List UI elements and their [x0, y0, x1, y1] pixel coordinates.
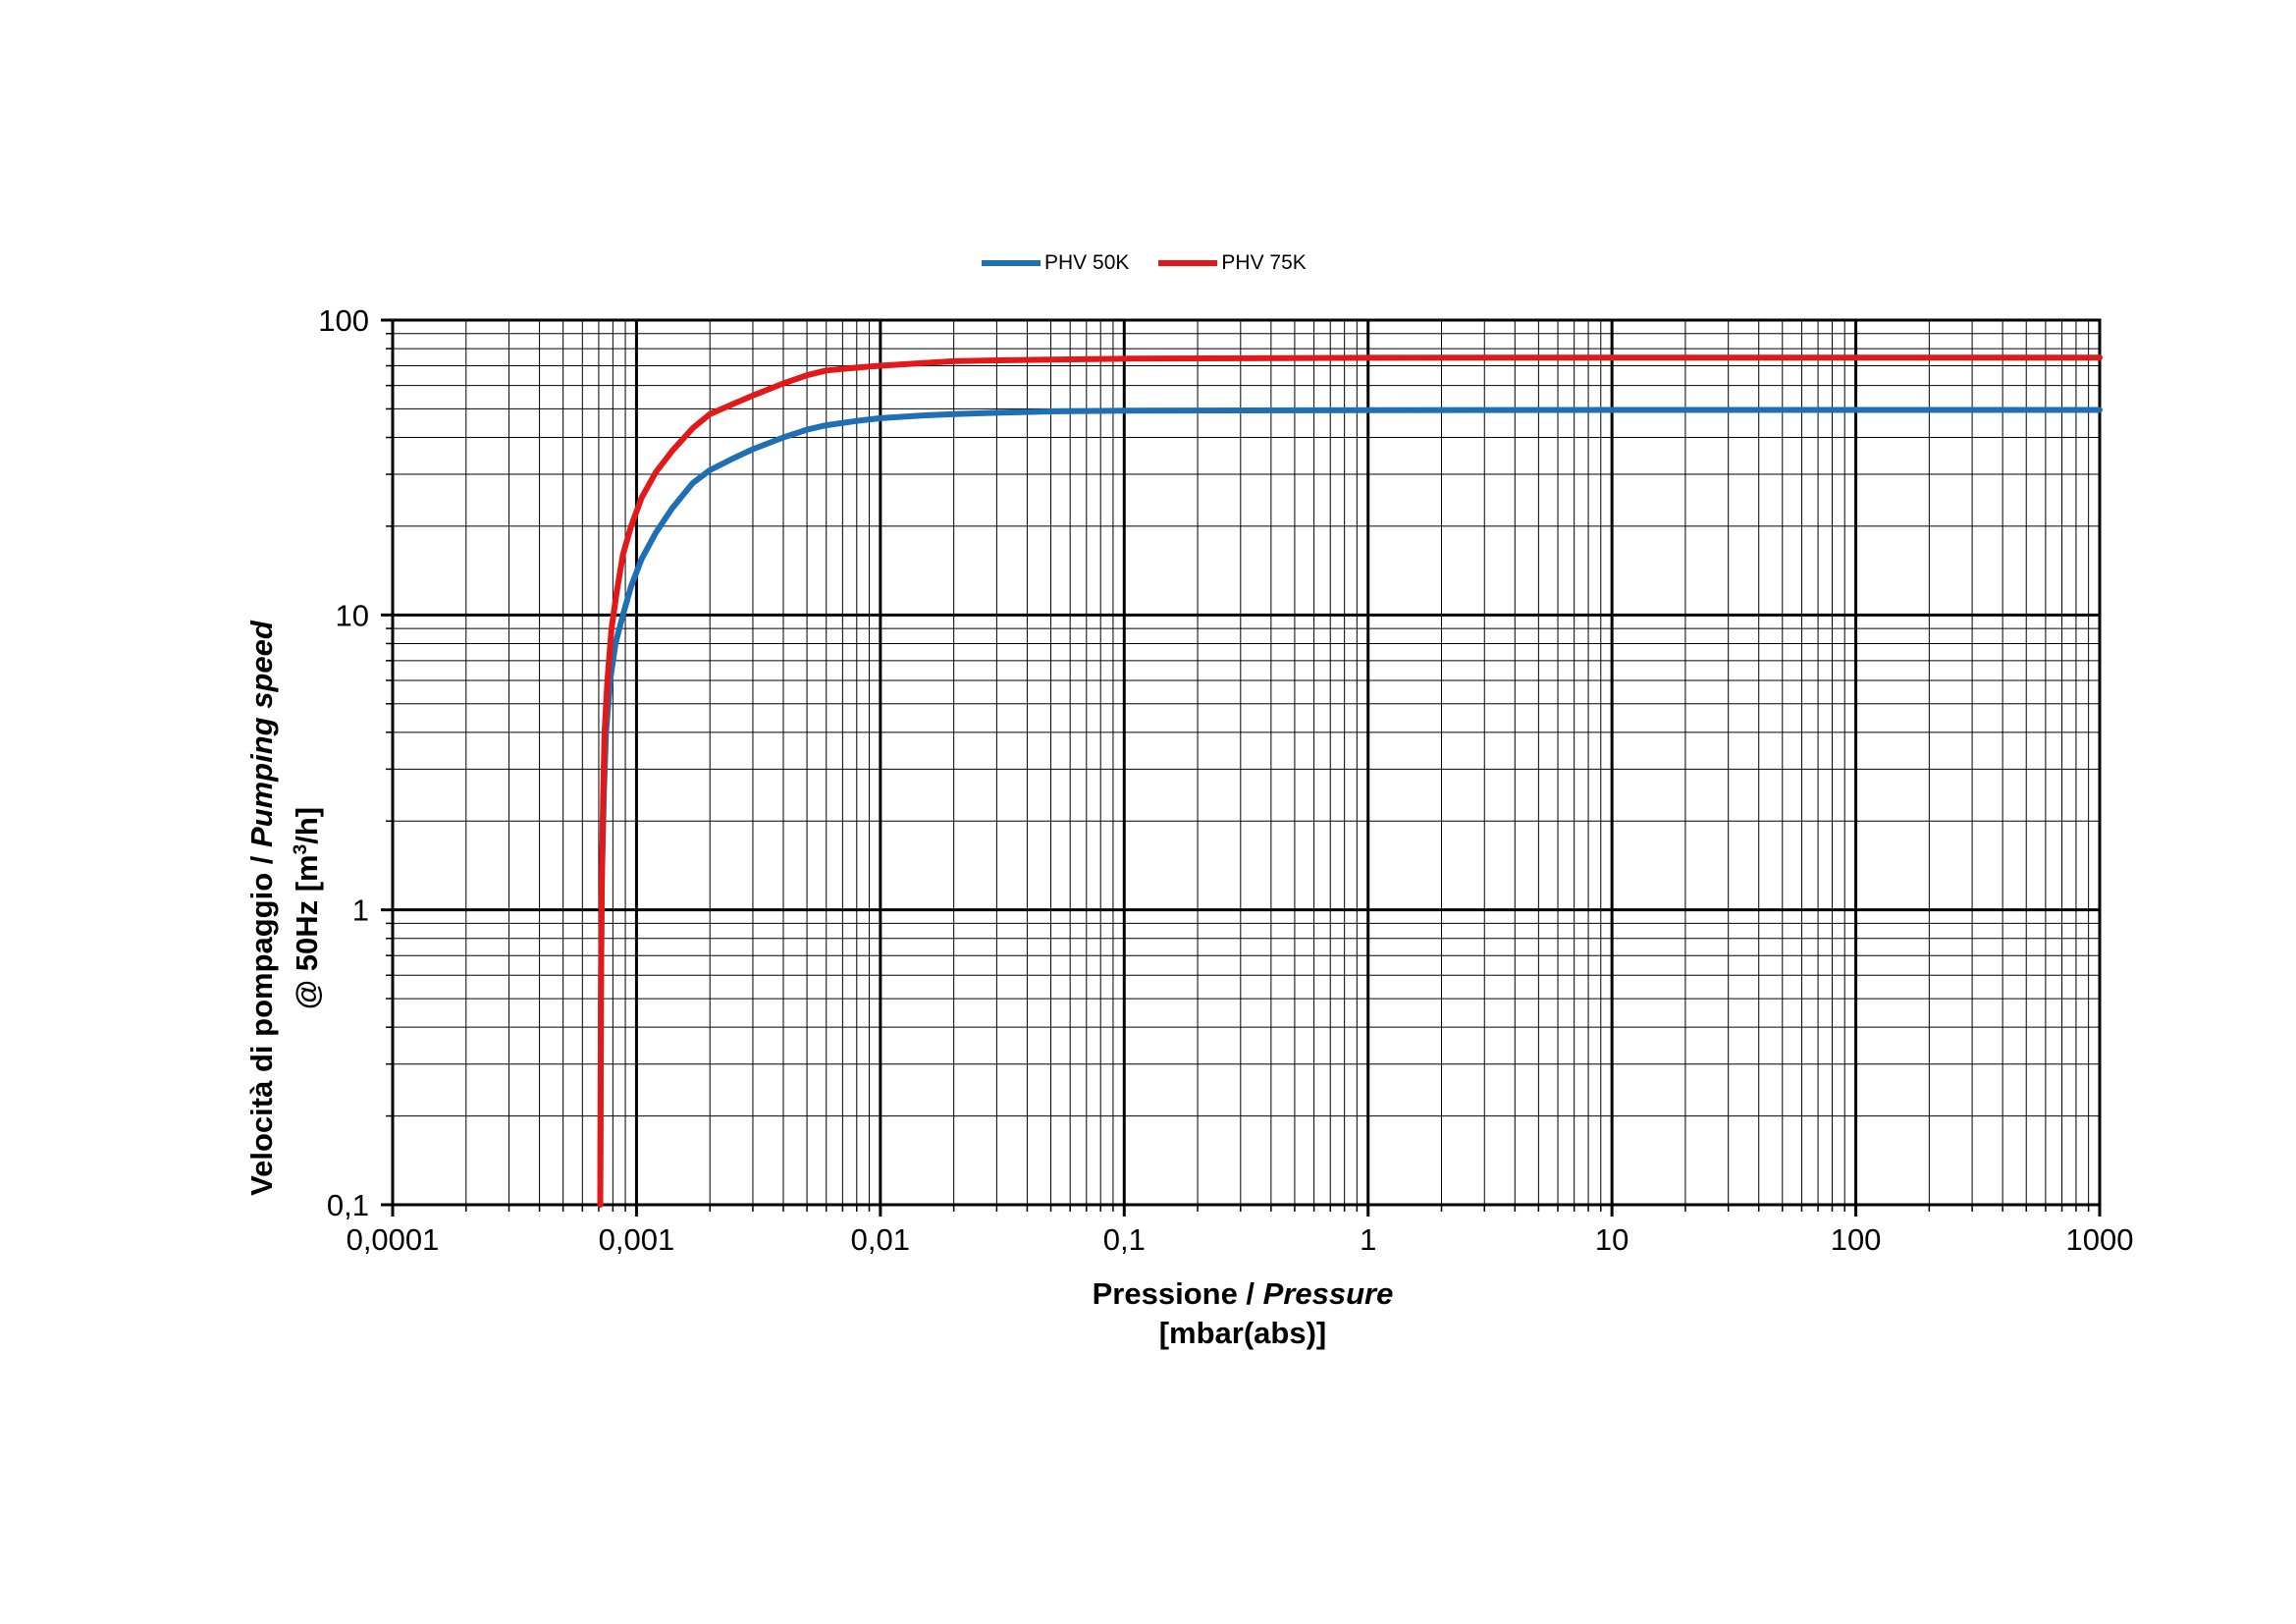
x-tick-label: 10 — [1595, 1222, 1629, 1257]
series-line-phv-50k — [597, 406, 2103, 1208]
x-tick-label: 1 — [1360, 1222, 1376, 1257]
y-axis-label-english: Pumping speed — [243, 621, 279, 847]
y-tick-label: 1 — [352, 893, 369, 928]
legend-swatch-phv-50k — [982, 260, 1041, 266]
legend-item-phv-75k: PHV 75K — [1158, 251, 1307, 275]
y-tick-label: 10 — [336, 598, 369, 632]
y-axis-label-main: Velocità di pompaggio / — [243, 846, 279, 1196]
y-tick-label: 100 — [318, 303, 369, 338]
x-axis-label-unit: [mbar(abs)] — [1158, 1316, 1327, 1350]
plot-frame — [391, 318, 2102, 1207]
y-tick-label: 0,1 — [327, 1188, 369, 1222]
legend-swatch-phv-75k — [1158, 260, 1218, 266]
legend-label-phv-75k: PHV 75K — [1221, 251, 1307, 274]
y-axis-label: Velocità di pompaggio / Pumping speed @ … — [242, 621, 327, 1196]
x-axis-label: Pressione / Pressure [mbar(abs)] — [1093, 1274, 1394, 1353]
legend: PHV 50K PHV 75K — [982, 251, 1336, 275]
y-axis-label-unit-a: @ 50Hz [m — [290, 854, 325, 1010]
x-tick-label: 0,1 — [1103, 1222, 1146, 1257]
x-tick-label: 0,01 — [851, 1222, 910, 1257]
x-axis-label-main: Pressione / — [1092, 1276, 1263, 1311]
y-axis-label-unit-b: /h] — [290, 806, 325, 844]
x-axis-label-english: Pressure — [1262, 1276, 1394, 1311]
x-tick-label: 0,001 — [599, 1222, 675, 1257]
legend-item-phv-50k: PHV 50K — [982, 251, 1129, 275]
y-axis-label-unit-sup: 3 — [290, 843, 311, 855]
x-tick-label: 1000 — [2066, 1222, 2134, 1257]
x-tick-label: 100 — [1831, 1222, 1882, 1257]
legend-label-phv-50k: PHV 50K — [1044, 251, 1130, 274]
x-tick-label: 0,0001 — [347, 1222, 440, 1257]
series-line-phv-75k — [597, 354, 2103, 1208]
